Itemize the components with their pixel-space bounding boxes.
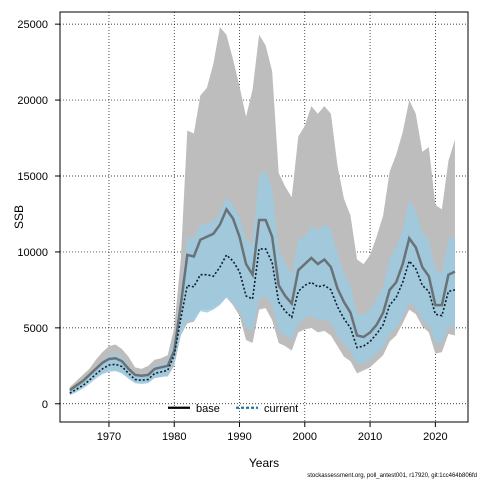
y-tick-label: 25000 — [17, 19, 48, 31]
y-tick-label: 10000 — [17, 247, 48, 259]
x-tick-label: 2020 — [423, 431, 447, 443]
legend-current-label: current — [264, 403, 298, 415]
confidence-bands — [69, 27, 455, 396]
plot-frame — [59, 11, 469, 423]
current-confidence-band — [69, 171, 455, 396]
y-tick-label: 5000 — [24, 323, 48, 335]
legend-base-label: base — [196, 403, 220, 415]
y-axis-title: SSB — [12, 205, 26, 229]
footnote: stockassessment.org, poll_antest001, r17… — [307, 473, 477, 479]
y-tick-label: 20000 — [17, 95, 48, 107]
x-tick-label: 2010 — [358, 431, 382, 443]
x-tick-label: 2000 — [293, 431, 317, 443]
current-series-line — [69, 248, 456, 394]
x-axis-title: Years — [249, 456, 279, 470]
y-tick-label: 15000 — [17, 171, 48, 183]
y-axis-ticks: 0 5000 10000 15000 20000 25000 — [17, 19, 60, 411]
base-series-line — [69, 206, 456, 392]
y-tick-label: 0 — [42, 399, 48, 411]
series-lines — [69, 206, 456, 394]
legend: base current — [168, 403, 298, 415]
x-tick-label: 1990 — [227, 431, 251, 443]
x-tick-label: 1970 — [97, 431, 121, 443]
x-tick-label: 1980 — [162, 431, 186, 443]
x-axis-ticks: 1970 1980 1990 2000 2010 2020 — [97, 422, 448, 443]
